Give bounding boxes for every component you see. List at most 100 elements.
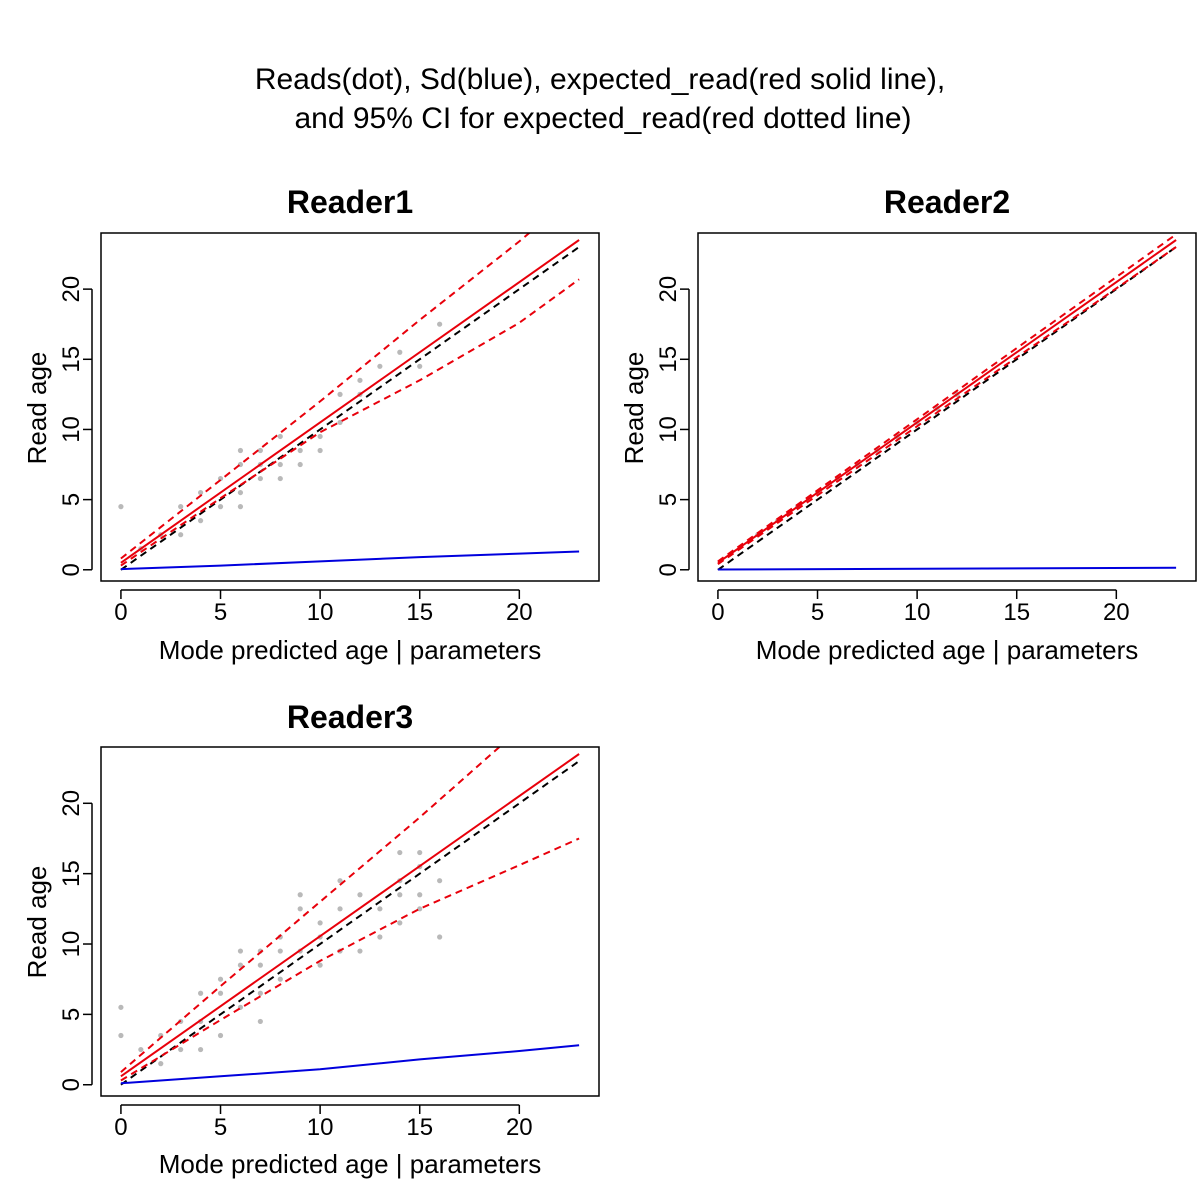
- x-tick-label: 10: [307, 1114, 334, 1141]
- y-tick-label: 10: [58, 416, 85, 443]
- x-tick-label: 0: [114, 599, 127, 626]
- x-tick-label: 20: [1103, 599, 1130, 626]
- data-point: [417, 906, 423, 912]
- data-point: [277, 461, 283, 468]
- data-point: [198, 518, 204, 524]
- reader2-ylabel: Read age: [619, 352, 649, 465]
- y-tick-label: 15: [58, 860, 85, 887]
- data-point: [257, 475, 263, 482]
- data-point: [357, 892, 363, 898]
- data-point: [178, 532, 184, 538]
- reader3-panel: Reader3 Mode predicted age | parameters …: [22, 699, 600, 1179]
- reader3-ylabel: Read age: [22, 866, 52, 979]
- data-point: [178, 504, 184, 510]
- plot-frame: [100, 232, 600, 582]
- ci-upper-line: [717, 233, 1177, 563]
- data-point: [257, 1018, 263, 1025]
- data-point: [397, 349, 403, 355]
- reader3-title: Reader3: [287, 699, 413, 735]
- y-tick-label: 20: [655, 276, 682, 303]
- data-point: [337, 906, 343, 912]
- y-tick-label: 5: [655, 493, 682, 506]
- sd-line: [717, 566, 1177, 571]
- data-point: [397, 849, 403, 856]
- identity-line: [120, 760, 580, 1086]
- ci-upper-line: [120, 747, 501, 1073]
- data-point: [297, 906, 303, 912]
- data-point: [337, 878, 343, 884]
- y-tick-label: 20: [58, 276, 85, 303]
- x-tick-label: 10: [307, 599, 334, 626]
- data-point: [437, 934, 443, 940]
- data-point: [237, 962, 244, 968]
- data-point: [417, 363, 423, 369]
- sd-line: [120, 550, 580, 571]
- x-tick-label: 0: [114, 1114, 127, 1141]
- data-point: [118, 1032, 124, 1039]
- data-point: [317, 962, 323, 968]
- data-point: [237, 948, 244, 954]
- data-point: [337, 419, 343, 426]
- data-point: [257, 447, 263, 454]
- plot-area: [717, 233, 1177, 571]
- figure-title-line2: and 95% CI for expected_read(red dotted …: [294, 102, 911, 135]
- data-point: [237, 489, 244, 496]
- plot-frame: [697, 232, 1197, 582]
- identity-line: [120, 246, 580, 571]
- data-point: [237, 447, 244, 454]
- data-point: [217, 976, 224, 982]
- y-tick-label: 0: [58, 563, 85, 576]
- y-tick-label: 0: [58, 1078, 85, 1091]
- ci-upper-line: [120, 233, 531, 560]
- data-point: [317, 920, 323, 926]
- reader1-xlabel: Mode predicted age | parameters: [159, 635, 542, 665]
- data-point: [257, 962, 263, 968]
- data-point: [337, 391, 343, 397]
- y-tick-label: 5: [58, 493, 85, 506]
- data-point: [217, 1032, 224, 1039]
- x-tick-label: 5: [811, 599, 824, 626]
- x-tick-label: 5: [214, 599, 227, 626]
- data-point: [317, 447, 323, 454]
- data-point: [357, 377, 363, 383]
- x-tick-label: 15: [406, 1114, 433, 1141]
- y-tick-label: 5: [58, 1008, 85, 1021]
- figure-title-line1: Reads(dot), Sd(blue), expected_read(red …: [255, 63, 945, 96]
- data-point: [297, 461, 303, 468]
- data-point: [277, 976, 283, 982]
- data-point: [317, 433, 323, 440]
- x-tick-label: 0: [711, 599, 724, 626]
- data-point: [277, 433, 283, 440]
- data-point: [237, 504, 244, 510]
- plot-area: [118, 747, 580, 1086]
- x-tick-label: 20: [506, 1114, 533, 1141]
- reader2-panel: Reader2 Mode predicted age | parameters …: [619, 184, 1197, 665]
- y-tick-label: 20: [58, 790, 85, 817]
- data-point: [217, 990, 224, 996]
- data-point: [417, 892, 423, 898]
- identity-line: [717, 246, 1177, 571]
- plot-area: [118, 233, 580, 571]
- data-point: [437, 321, 443, 327]
- data-point: [397, 892, 403, 898]
- data-point: [217, 504, 224, 510]
- y-tick-label: 10: [655, 416, 682, 443]
- reader2-title: Reader2: [884, 184, 1010, 220]
- data-point: [118, 1004, 124, 1010]
- x-tick-label: 10: [904, 599, 931, 626]
- data-point: [257, 990, 263, 996]
- ci-lower-line: [120, 837, 580, 1082]
- data-point: [158, 1061, 164, 1067]
- data-point: [357, 948, 363, 954]
- ci-lower-line: [717, 246, 1177, 566]
- data-point: [277, 948, 283, 954]
- reader2-xlabel: Mode predicted age | parameters: [756, 635, 1139, 665]
- data-point: [417, 849, 423, 856]
- data-point: [377, 934, 383, 940]
- data-point: [178, 1046, 184, 1053]
- data-point: [198, 1046, 204, 1053]
- data-point: [297, 447, 303, 454]
- x-tick-label: 20: [506, 599, 533, 626]
- expected-read-line: [120, 239, 580, 564]
